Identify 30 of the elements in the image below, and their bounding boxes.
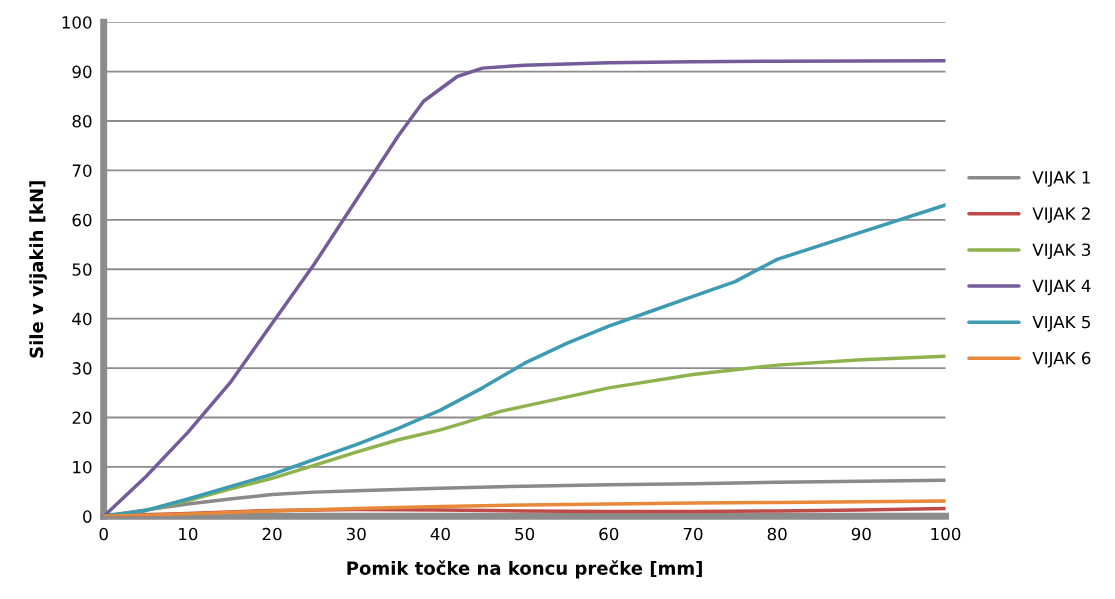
x-tick-label: 0: [99, 527, 108, 541]
x-tick-label: 90: [851, 527, 871, 541]
y-tick-label: 40: [72, 312, 92, 326]
legend-label: VIJAK 4: [1032, 279, 1091, 296]
x-tick-label: 20: [262, 527, 282, 541]
legend-label: VIJAK 3: [1032, 243, 1091, 260]
y-tick-label: 10: [73, 460, 92, 474]
y-tick-label: 70: [72, 164, 92, 177]
legend-label: VIJAK 5: [1032, 315, 1090, 332]
x-tick-label: 60: [599, 527, 619, 541]
x-tick-label: 100: [931, 527, 961, 541]
y-tick-label: 60: [72, 213, 92, 227]
x-tick-label: 30: [346, 527, 366, 541]
x-tick-label: 70: [683, 527, 703, 541]
x-tick-label: 50: [515, 527, 535, 541]
y-tick-label: 100: [62, 16, 92, 29]
legend-label: VIJAK 2: [1032, 207, 1090, 223]
x-tick-label: 10: [179, 527, 198, 541]
y-axis-title: Sile v vijakih [kN]: [29, 181, 47, 358]
y-tick-label: 20: [72, 411, 92, 425]
y-tick-label: 0: [83, 510, 92, 523]
x-tick-label: 80: [767, 527, 787, 541]
y-tick-label: 50: [72, 263, 92, 276]
legend-label: VIJAK 6: [1032, 351, 1091, 368]
legend-label: VIJAK 1: [1032, 171, 1090, 187]
y-tick-label: 30: [72, 362, 92, 375]
x-axis-title: Pomik točke na koncu prečke [mm]: [347, 560, 702, 579]
x-tick-label: 40: [430, 527, 450, 541]
y-tick-label: 90: [72, 65, 92, 79]
y-tick-label: 80: [72, 114, 92, 128]
